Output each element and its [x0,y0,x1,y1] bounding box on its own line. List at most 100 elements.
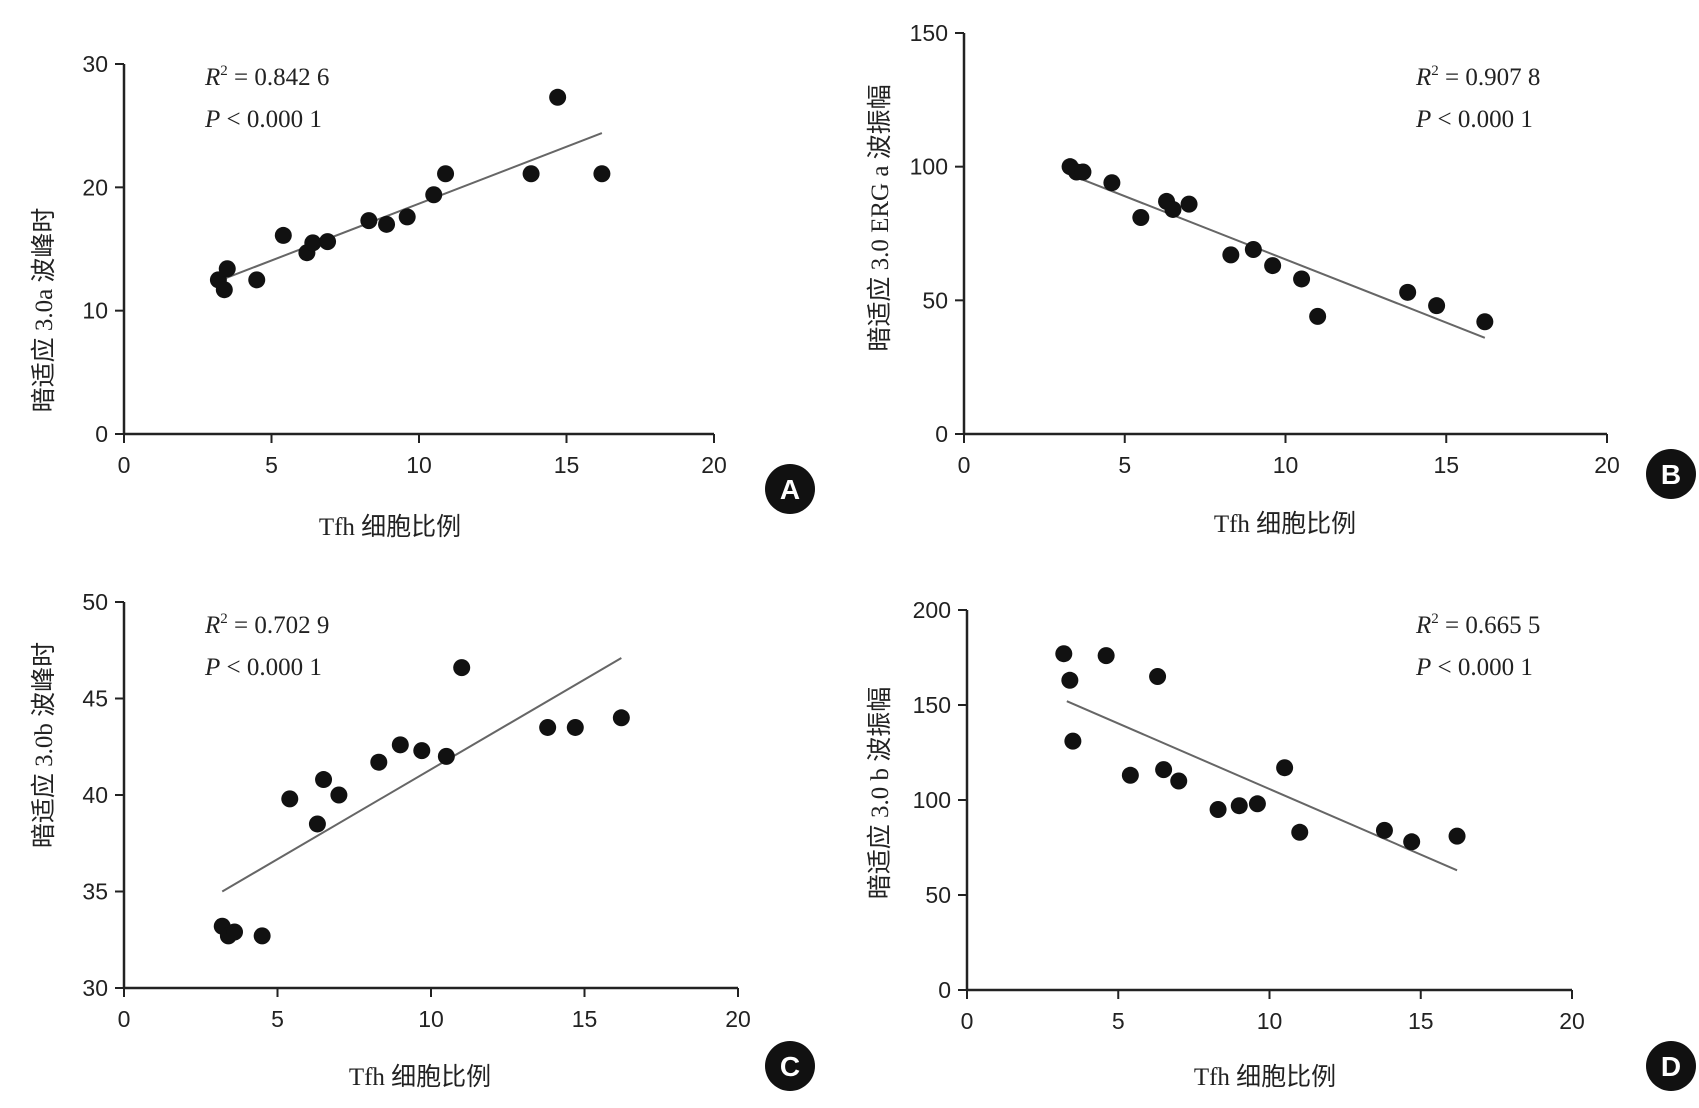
r-superscript: 2 [220,611,228,627]
r-squared-label: R2 = 0.842 6 [204,63,329,91]
data-point [1276,759,1294,777]
r-squared-value: = 0.665 5 [1439,612,1541,639]
data-point [1121,766,1139,784]
data-point [1264,257,1282,275]
y-tick-label: 30 [82,975,108,1001]
y-tick-label: 150 [910,20,948,46]
data-point [593,165,611,183]
data-point [1180,195,1198,213]
p-value-label: P < 0.000 1 [204,654,322,681]
x-axis-title: Tfh 细胞比例 [1214,510,1356,538]
data-point [215,281,233,299]
data-point [330,786,348,804]
trend-line [1069,173,1486,339]
data-point [1064,732,1082,750]
r-squared-label: R2 = 0.702 9 [204,611,329,639]
y-tick-label: 100 [913,787,951,813]
y-tick-label: 10 [82,298,108,324]
data-point [378,215,396,233]
r-symbol: R [204,612,220,639]
data-point [549,88,567,106]
trend-line [220,132,603,281]
data-point [1230,797,1248,815]
y-tick-label: 50 [925,882,951,908]
panel-c: 0 5 10 15 20 30 35 40 45 50 Tfh 细胞比例 暗适应 3.0b 波峰时 R2… [30,589,815,1091]
data-point [453,659,471,677]
panel-letter: A [780,474,800,505]
x-tick-label: 15 [572,1006,598,1032]
p-symbol: P [1415,654,1431,681]
data-point [425,186,443,204]
y-tick-label: 0 [95,421,108,447]
panel-badge [1646,449,1696,499]
y-tick-label: 0 [935,421,948,447]
p-symbol: P [204,106,220,133]
r-superscript: 2 [220,63,228,79]
data-point [437,165,455,183]
data-point [1375,821,1393,839]
data-point [1399,283,1417,301]
data-point [612,709,630,727]
data-point [226,923,244,941]
data-point [1309,307,1327,325]
x-tick-label: 10 [1257,1008,1283,1034]
y-tick-label: 150 [913,692,951,718]
data-point [248,271,266,289]
r-superscript: 2 [1431,611,1439,627]
x-tick-label: 15 [1433,452,1459,478]
x-tick-label: 5 [1112,1008,1125,1034]
data-point [1055,645,1073,663]
x-tick-label: 10 [1273,452,1299,478]
data-point [1403,833,1421,851]
data-point [304,234,322,252]
data-point [437,747,455,765]
panel-letter: D [1661,1051,1681,1082]
y-tick-label: 45 [82,686,108,712]
x-tick-label: 0 [118,1006,131,1032]
x-tick-label: 20 [725,1006,751,1032]
y-axis-title: 暗适应 3.0b 波峰时 [30,642,58,848]
y-tick-label: 30 [82,51,108,77]
x-tick-label: 20 [1594,452,1620,478]
y-tick-label: 35 [82,879,108,905]
y-tick-label: 40 [82,782,108,808]
p-value-label: P < 0.000 1 [1415,654,1533,681]
y-axis-title: 暗适应 3.0a 波峰时 [30,208,58,413]
data-point [308,815,326,833]
x-axis-title: Tfh 细胞比例 [349,1063,491,1091]
y-tick-label: 200 [913,597,951,623]
r-squared-value: = 0.907 8 [1439,64,1541,91]
x-tick-label: 5 [265,452,278,478]
r-squared-label: R2 = 0.907 8 [1415,63,1540,91]
data-point [1476,313,1494,331]
y-tick-label: 0 [938,977,951,1003]
data-point [281,790,299,808]
panel-a: 0 5 10 15 20 0 10 20 30 Tfh 细胞比例 暗适应 3.0a 波峰时 R2 = … [30,51,815,541]
data-point [413,742,431,760]
panel-letter: C [780,1051,800,1082]
x-tick-label: 0 [958,452,971,478]
data-point [1248,795,1266,813]
data-point [319,233,337,251]
r-symbol: R [1415,64,1431,91]
data-point [1291,823,1309,841]
y-tick-label: 100 [910,154,948,180]
data-point [1061,671,1079,689]
data-point [1428,297,1446,315]
panel-letter: B [1661,459,1681,490]
data-point [253,927,271,945]
trend-line [221,657,622,893]
data-point [398,208,416,226]
data-point [1103,174,1121,192]
p-value: < 0.000 1 [1431,106,1533,133]
p-value: < 0.000 1 [220,654,322,681]
y-tick-label: 50 [82,589,108,615]
x-tick-label: 20 [1559,1008,1585,1034]
data-point [1170,772,1188,790]
p-value-label: P < 0.000 1 [1415,106,1533,133]
x-tick-label: 5 [271,1006,284,1032]
p-value: < 0.000 1 [220,106,322,133]
x-tick-label: 0 [961,1008,974,1034]
